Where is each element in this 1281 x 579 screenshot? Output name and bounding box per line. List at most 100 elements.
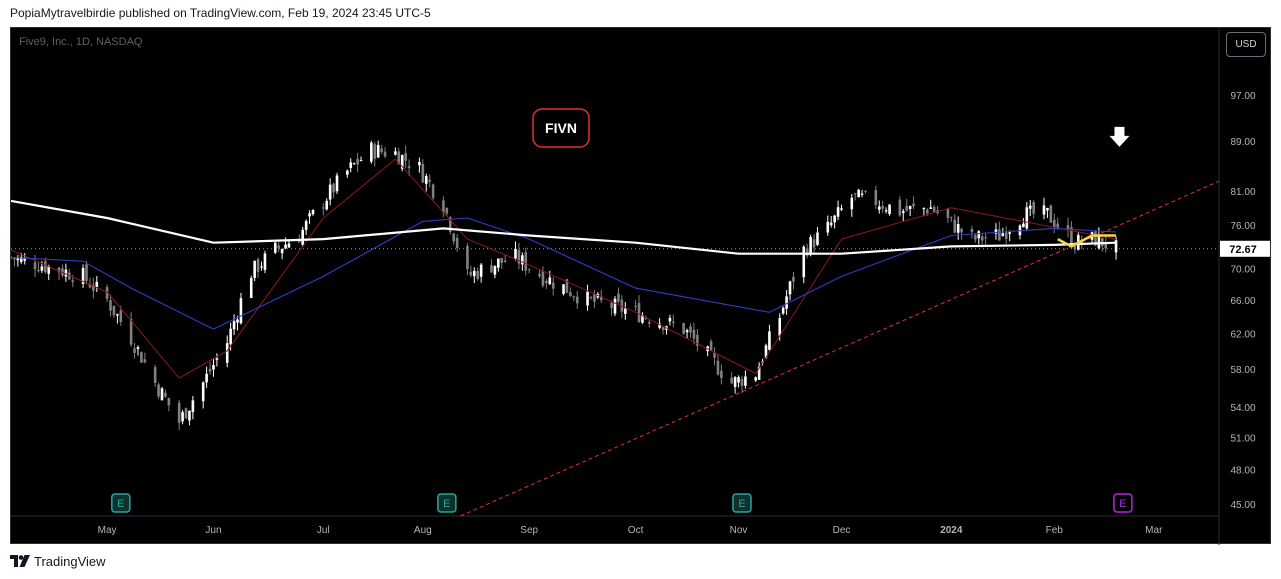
candle-body <box>466 245 469 270</box>
earnings-marker-box <box>1113 493 1133 513</box>
y-tick-label: 70.00 <box>1230 265 1255 276</box>
candle-body <box>1056 223 1060 228</box>
candle-body <box>23 257 27 261</box>
candle-body <box>157 384 160 397</box>
candle-body <box>562 284 565 294</box>
candle-body <box>716 360 720 375</box>
x-tick-label: Oct <box>628 525 644 536</box>
candle-body <box>428 179 431 182</box>
candle-body <box>668 317 672 322</box>
candle-body <box>469 271 473 276</box>
symbol-annotation-label: FIVN <box>545 120 577 136</box>
candle-body <box>95 281 99 287</box>
candle-body <box>280 249 284 254</box>
moving-average-mid-line <box>11 217 1117 330</box>
publisher-line: PopiaMytravelbirdie published on Trading… <box>10 6 431 20</box>
candle-body <box>140 352 143 363</box>
candle-body <box>713 352 716 358</box>
candle-body <box>696 334 699 346</box>
candle-body <box>857 189 860 198</box>
candle-body <box>661 327 665 330</box>
candle-body <box>105 286 109 300</box>
candle-body <box>565 279 569 293</box>
candle-body <box>1028 205 1032 209</box>
candle-body <box>40 266 44 271</box>
candle-body <box>1094 231 1097 246</box>
candle-body <box>356 158 359 165</box>
candle-body <box>569 292 572 296</box>
candle-body <box>527 269 531 271</box>
candle-body <box>874 189 878 205</box>
earnings-marker-label: E <box>117 498 124 510</box>
candle-body <box>479 264 483 277</box>
candle-body <box>950 216 953 218</box>
candle-body <box>1049 205 1053 223</box>
y-tick-label: 89.00 <box>1230 137 1255 148</box>
earnings-e-icon: E <box>732 493 752 513</box>
candle-body <box>421 164 425 183</box>
candle-body <box>524 252 528 271</box>
candle-body <box>637 303 641 323</box>
candle-body <box>249 278 253 298</box>
candle-body <box>1066 225 1070 230</box>
candle-body <box>953 219 957 233</box>
earnings-marker-box <box>732 493 752 513</box>
currency-button[interactable]: USD <box>1226 32 1266 57</box>
candle-body <box>88 283 92 288</box>
candle-body <box>129 318 133 345</box>
candle-body <box>277 245 280 249</box>
candle-body <box>61 268 64 276</box>
candle-body <box>932 206 936 212</box>
candle-body <box>610 302 613 309</box>
candle-body <box>239 298 243 324</box>
candle-body <box>709 341 713 351</box>
candle-body <box>181 412 184 422</box>
candle-body <box>452 233 456 242</box>
candle-body <box>44 261 47 273</box>
candle-body <box>648 322 651 324</box>
candle-body <box>922 208 926 210</box>
candle-body <box>617 293 620 302</box>
candle-body <box>205 373 208 383</box>
y-tick-label: 81.00 <box>1230 187 1255 198</box>
candle-body <box>912 203 915 207</box>
candle-body <box>572 296 576 298</box>
candle-body <box>1008 232 1011 234</box>
candle-body <box>476 270 480 279</box>
candle-body <box>788 281 792 295</box>
candle-body <box>908 206 912 209</box>
candle-body <box>201 382 205 402</box>
candle-body <box>304 221 308 230</box>
symbol-annotation[interactable]: FIVN <box>532 108 590 148</box>
candle-body <box>974 235 977 240</box>
candle-body <box>153 367 157 383</box>
candle-body <box>81 267 85 284</box>
candle-body <box>901 211 905 213</box>
candle-body <box>164 392 167 397</box>
candle-body <box>116 314 119 316</box>
candle-body <box>448 217 452 232</box>
candle-body <box>613 298 617 314</box>
tradingview-logo-icon <box>10 555 30 567</box>
y-tick-label: 58.00 <box>1230 365 1255 376</box>
candle-body <box>400 155 404 169</box>
candle-body <box>143 359 147 363</box>
candle-body <box>284 244 287 249</box>
candle-body <box>778 317 782 336</box>
x-tick-label: Jul <box>317 525 330 536</box>
earnings-marker-box <box>111 493 131 513</box>
candle-body <box>308 213 311 217</box>
candle-body <box>998 229 1001 241</box>
candle-body <box>325 200 329 210</box>
candle-body <box>548 277 552 285</box>
earnings-e-icon: E <box>437 493 457 513</box>
last-price-tag: 72.67 <box>1220 240 1270 257</box>
candle-body <box>1042 205 1046 215</box>
candle-body <box>500 258 504 263</box>
candle-body <box>33 262 37 270</box>
candle-body <box>497 258 500 268</box>
candle-body <box>833 215 836 223</box>
candle-body <box>493 265 497 275</box>
